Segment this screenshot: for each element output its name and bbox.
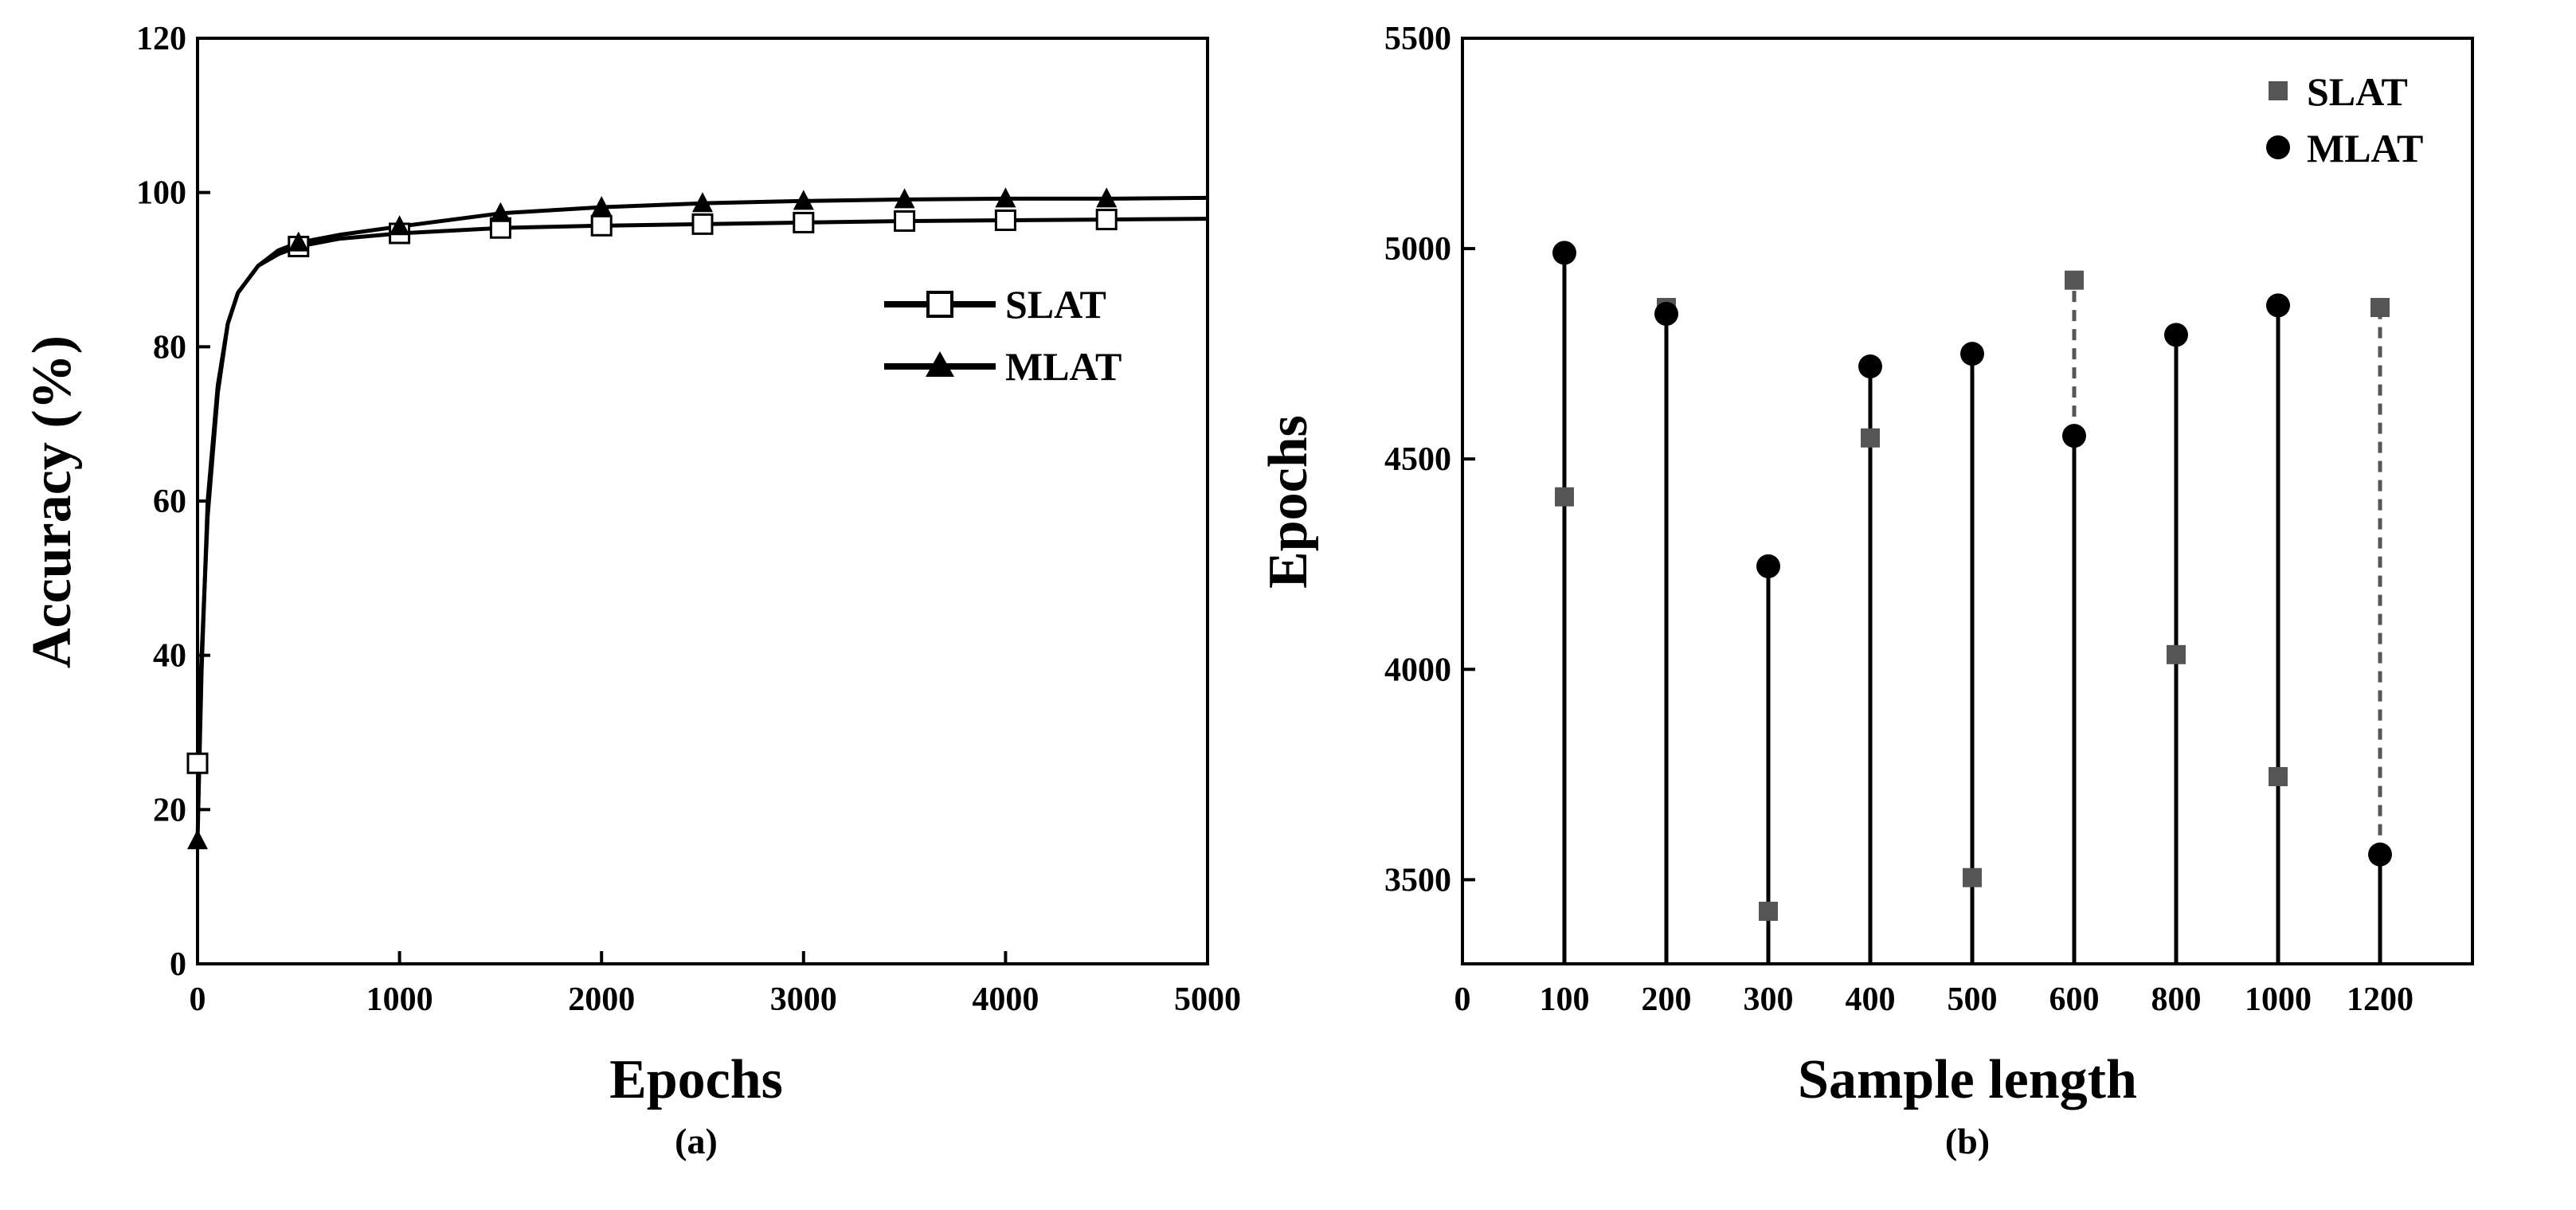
legend-b-mlat-marker bbox=[2266, 135, 2290, 159]
b-x-tick-label: 400 bbox=[1846, 981, 1896, 1018]
panel-a-series-markers bbox=[186, 187, 1118, 850]
b-y-tick-label: 4000 bbox=[1384, 652, 1451, 688]
b-point-slat bbox=[2269, 766, 2288, 786]
a-y-tick-label: 20 bbox=[153, 792, 186, 828]
panel-b-plot-frame bbox=[1461, 37, 2474, 965]
b-point-slat bbox=[1759, 901, 1778, 921]
a-point-slat bbox=[894, 209, 916, 232]
a-point-mlat bbox=[591, 196, 613, 217]
b-x-tick-label: 1000 bbox=[2245, 981, 2312, 1018]
b-point-mlat bbox=[1960, 342, 1984, 366]
a-y-tick-label: 60 bbox=[153, 484, 186, 520]
panel-a-x-axis-label: Epochs bbox=[609, 1049, 783, 1110]
legend-b-slat-label: SLAT bbox=[2307, 69, 2408, 114]
b-point-slat bbox=[2065, 270, 2084, 290]
a-y-tick-label: 100 bbox=[136, 175, 186, 212]
b-x-tick-label: 1200 bbox=[2347, 981, 2414, 1018]
b-point-slat bbox=[1555, 487, 1574, 507]
b-y-tick-label: 4500 bbox=[1384, 441, 1451, 478]
b-point-slat bbox=[2167, 644, 2186, 664]
b-x-tick-label: 600 bbox=[2049, 981, 2100, 1018]
a-point-slat bbox=[994, 209, 1016, 232]
panel-b-markers bbox=[1552, 241, 2392, 921]
panel-a-y-ticks: 0 20 40 60 80 100 120 bbox=[136, 21, 210, 983]
b-point-mlat bbox=[1756, 554, 1780, 578]
b-point-slat bbox=[2370, 298, 2390, 318]
a-point-slat bbox=[1095, 209, 1118, 231]
panel-a: 0 20 40 60 80 100 120 0 1000 2000 3000 4000 5000 Ep… bbox=[22, 21, 1241, 1161]
panel-b-legend: SLAT MLAT bbox=[2266, 69, 2423, 170]
b-x-tick-label: 500 bbox=[1948, 981, 1998, 1018]
a-point-mlat bbox=[793, 190, 814, 210]
b-point-mlat bbox=[2266, 293, 2290, 318]
a-x-tick-label: 4000 bbox=[972, 981, 1039, 1018]
b-point-mlat bbox=[2062, 424, 2086, 448]
panel-b-x-axis-label: Sample length bbox=[1798, 1049, 2137, 1110]
a-y-tick-label: 120 bbox=[136, 21, 186, 57]
legend-b-slat-marker bbox=[2269, 81, 2288, 100]
a-point-slat bbox=[186, 752, 209, 774]
panel-b-x-ticks: 0 100 200 300 400 500 600 800 1000 1200 bbox=[1454, 951, 2414, 1018]
a-x-tick-label: 1000 bbox=[366, 981, 433, 1018]
a-point-slat bbox=[590, 214, 613, 237]
b-point-slat bbox=[1861, 428, 1880, 448]
b-x-tick-label: 300 bbox=[1744, 981, 1794, 1018]
panel-b-caption: (b) bbox=[1945, 1121, 1990, 1161]
legend-b-mlat-label: MLAT bbox=[2307, 126, 2423, 170]
panel-a-legend: SLAT MLAT bbox=[884, 282, 1122, 389]
legend-mlat-label: MLAT bbox=[1005, 344, 1122, 389]
a-point-mlat bbox=[490, 202, 511, 222]
b-y-tick-label: 5500 bbox=[1384, 21, 1451, 57]
a-point-mlat bbox=[995, 187, 1016, 208]
a-x-tick-label: 0 bbox=[190, 981, 206, 1018]
b-point-mlat bbox=[1552, 241, 1576, 265]
b-y-tick-label: 5000 bbox=[1384, 231, 1451, 268]
b-point-mlat bbox=[1654, 301, 1678, 326]
b-x-tick-label: 800 bbox=[2151, 981, 2202, 1018]
a-x-tick-label: 5000 bbox=[1174, 981, 1241, 1018]
legend-mlat-marker bbox=[926, 351, 954, 377]
b-x-tick-label: 100 bbox=[1540, 981, 1590, 1018]
a-point-mlat bbox=[1096, 187, 1118, 208]
a-point-slat bbox=[793, 211, 815, 233]
legend-slat-label: SLAT bbox=[1005, 282, 1106, 327]
b-point-mlat bbox=[1858, 354, 1882, 378]
panel-a-plot-frame bbox=[196, 37, 1209, 965]
b-x-tick-label: 0 bbox=[1454, 981, 1471, 1018]
b-point-mlat bbox=[2164, 323, 2188, 347]
a-x-tick-label: 3000 bbox=[770, 981, 837, 1018]
a-y-tick-label: 80 bbox=[153, 329, 186, 366]
b-point-slat bbox=[1963, 867, 1982, 887]
panel-b-y-axis-label: Epochs bbox=[1258, 415, 1319, 589]
panel-b-y-ticks: 3500 4000 4500 5000 5500 bbox=[1384, 21, 1475, 899]
panel-a-caption: (a) bbox=[675, 1121, 718, 1161]
a-point-mlat bbox=[389, 215, 410, 236]
a-point-mlat bbox=[894, 188, 915, 209]
b-point-mlat bbox=[2368, 842, 2392, 867]
panel-a-x-ticks: 0 1000 2000 3000 4000 5000 bbox=[190, 951, 1241, 1018]
a-point-mlat bbox=[187, 829, 208, 850]
b-y-tick-label: 3500 bbox=[1384, 862, 1451, 899]
panel-a-y-axis-label: Accuracy (%) bbox=[22, 335, 83, 668]
a-point-mlat bbox=[692, 192, 713, 213]
a-y-tick-label: 0 bbox=[170, 946, 186, 983]
panel-b: 3500 4000 4500 5000 5500 0 100 200 300 400 500 600… bbox=[1258, 21, 2474, 1161]
b-x-tick-label: 200 bbox=[1642, 981, 1692, 1018]
a-y-tick-label: 40 bbox=[153, 638, 186, 675]
a-x-tick-label: 2000 bbox=[568, 981, 635, 1018]
a-point-mlat bbox=[288, 231, 309, 252]
a-point-slat bbox=[691, 213, 714, 235]
legend-slat-marker bbox=[926, 291, 953, 318]
